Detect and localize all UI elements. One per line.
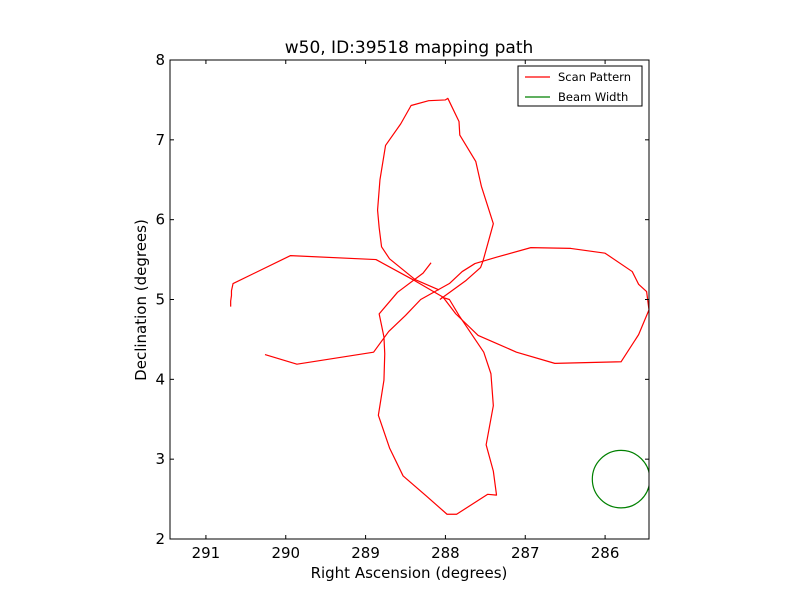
- scan-pattern-line-2: [377, 262, 498, 515]
- scan-pattern-line-1: [230, 247, 649, 365]
- legend-box: [517, 65, 643, 107]
- x-tick-label: 291: [192, 544, 221, 562]
- x-axis-label: Right Ascension (degrees): [311, 564, 508, 582]
- x-tick-label: 290: [271, 544, 300, 562]
- chart-title: w50, ID:39518 mapping path: [285, 38, 534, 58]
- y-axis-label: Declination (degrees): [132, 219, 150, 381]
- y-tick-label: 6: [155, 211, 165, 229]
- y-tick-label: 8: [155, 51, 165, 69]
- x-tick-label: 286: [591, 544, 620, 562]
- y-tick-label: 7: [155, 131, 165, 149]
- beam-width-circle: [591, 449, 649, 509]
- plot-series-group: [230, 97, 649, 515]
- scan-pattern-line-3: [376, 97, 494, 300]
- y-tick-label: 4: [155, 370, 165, 388]
- legend: Scan Pattern Beam Width: [517, 65, 643, 107]
- x-tick-label: 289: [351, 544, 380, 562]
- x-tick-label: 288: [431, 544, 460, 562]
- y-tick-label: 5: [155, 291, 165, 309]
- y-tick-label: 3: [155, 450, 165, 468]
- y-tick-label: 2: [155, 530, 165, 548]
- x-tick-label: 287: [511, 544, 540, 562]
- legend-label: Beam Width: [558, 90, 628, 104]
- legend-label: Scan Pattern: [558, 70, 631, 84]
- plot-background: [170, 60, 649, 539]
